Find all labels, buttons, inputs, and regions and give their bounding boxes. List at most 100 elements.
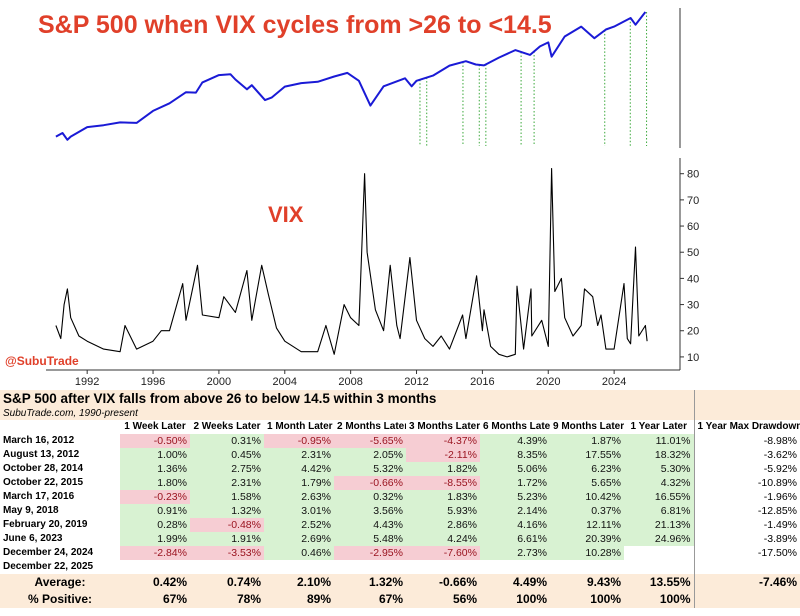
cell: 5.32%	[334, 462, 406, 476]
cell: 0.91%	[120, 504, 190, 518]
column-header: 2 Months Later	[337, 421, 406, 432]
summary-row: % Positive: 67% 78% 89% 67% 56% 100% 100% 100%	[0, 591, 800, 608]
cell: 4.32%	[624, 476, 695, 490]
cell: 1.91%	[190, 532, 264, 546]
y-tick-label: 80	[687, 169, 699, 181]
cell: 1.58%	[190, 490, 264, 504]
x-tick-label: 2016	[470, 376, 494, 388]
cell: -12.85%	[693, 504, 800, 518]
summary-cell: 0.74%	[190, 574, 264, 591]
y-tick-label: 70	[687, 195, 699, 207]
cell	[624, 546, 694, 560]
row-date: October 28, 2014	[3, 463, 84, 474]
cell: 6.61%	[480, 532, 550, 546]
summary-cell: 2.10%	[264, 574, 334, 591]
summary-cell	[693, 591, 800, 608]
cell: -1.49%	[693, 518, 800, 532]
row-date: August 13, 2012	[3, 449, 80, 460]
cell: -5.92%	[693, 462, 800, 476]
data-row: June 6, 2023 1.99% 1.91% 2.69% 5.48% 4.24% 6.6…	[0, 532, 800, 546]
watermark: @SubuTrade	[5, 354, 79, 368]
cell: 2.73%	[480, 546, 550, 560]
summary-cell: 9.43%	[550, 574, 624, 591]
cell: 2.63%	[264, 490, 334, 504]
x-tick-label: 1996	[141, 376, 165, 388]
cell: -7.60%	[406, 546, 480, 560]
cell: 6.23%	[550, 462, 624, 476]
data-row: February 20, 2019 0.28% -0.48% 2.52% 4.43% 2.…	[0, 518, 800, 532]
cell: 2.52%	[264, 518, 334, 532]
summary-cell: 100%	[624, 591, 695, 608]
column-header: 2 Weeks Later	[193, 421, 261, 432]
row-date: March 17, 2016	[3, 491, 75, 502]
cell: 1.36%	[120, 462, 190, 476]
cell: -8.55%	[406, 476, 480, 490]
cell: 0.32%	[334, 490, 406, 504]
cell: -0.23%	[120, 490, 190, 504]
y-tick-label: 10	[687, 352, 699, 364]
cell: -1.96%	[693, 490, 800, 504]
cell: 4.39%	[480, 434, 550, 448]
cell	[550, 560, 624, 574]
summary-cell: 4.49%	[480, 574, 550, 591]
cell: 0.37%	[550, 504, 624, 518]
summary-cell: 1.32%	[334, 574, 406, 591]
cell	[264, 560, 334, 574]
y-tick-label: 30	[687, 300, 699, 312]
cell: 10.42%	[550, 490, 624, 504]
data-row: December 22, 2025	[0, 560, 800, 574]
cell: 18.32%	[624, 448, 695, 462]
cell: 2.31%	[264, 448, 334, 462]
cell: -2.84%	[120, 546, 190, 560]
x-tick-label: 2012	[404, 376, 428, 388]
row-date: October 22, 2015	[3, 477, 84, 488]
cell: 2.14%	[480, 504, 550, 518]
cell	[334, 560, 406, 574]
cell: 1.00%	[120, 448, 190, 462]
y-tick-label: 40	[687, 273, 699, 285]
summary-cell: 78%	[190, 591, 264, 608]
cell: 1.72%	[480, 476, 550, 490]
data-row: March 17, 2016 -0.23% 1.58% 2.63% 0.32% 1.83%…	[0, 490, 800, 504]
summary-row: Average: 0.42% 0.74% 2.10% 1.32% -0.66% 4.49% 9…	[0, 574, 800, 591]
x-tick-label: 2004	[273, 376, 297, 388]
header-row: 1 Week Later 2 Weeks Later 1 Month Later 2 …	[0, 420, 800, 434]
x-tick-label: 2000	[207, 376, 231, 388]
summary-cell: 67%	[120, 591, 190, 608]
summary-cell: -7.46%	[693, 574, 800, 591]
cell: -2.11%	[406, 448, 480, 462]
x-tick-label: 2008	[338, 376, 362, 388]
y-tick-label: 20	[687, 326, 699, 338]
cell: 1.83%	[406, 490, 480, 504]
cell	[624, 560, 694, 574]
cell: 5.30%	[624, 462, 695, 476]
row-date: May 9, 2018	[3, 505, 59, 516]
charts: 10 20 30 40 50 60 70 80 1992 1996 2000 2004 2008 2012…	[5, 8, 700, 388]
cell: -0.95%	[264, 434, 334, 448]
cell: -17.50%	[693, 546, 800, 560]
cell: 0.45%	[190, 448, 264, 462]
cell: 20.39%	[550, 532, 624, 546]
summary-cell: 67%	[334, 591, 406, 608]
data-line	[55, 11, 647, 141]
data-row: August 13, 2012 1.00% 0.45% 2.31% 2.05% -2.11…	[0, 448, 800, 462]
cell: 4.42%	[264, 462, 334, 476]
column-header: 1 Month Later	[267, 421, 333, 432]
cell	[406, 560, 480, 574]
blank-cell	[0, 420, 120, 434]
cell: 1.82%	[406, 462, 480, 476]
cell: -4.37%	[406, 434, 480, 448]
data-row: October 22, 2015 1.80% 2.31% 1.79% -0.66% -8.…	[0, 476, 800, 490]
vix-label: VIX	[268, 202, 304, 227]
data-row: March 16, 2012 -0.50% 0.31% -0.95% -5.65% -4.…	[0, 434, 800, 448]
cell: 4.43%	[334, 518, 406, 532]
cell: 5.23%	[480, 490, 550, 504]
column-header: 1 Week Later	[124, 421, 186, 432]
data-row: December 24, 2024 -2.84% -3.53% 0.46% -2.95%…	[0, 546, 800, 560]
blank-cell	[693, 390, 800, 408]
title-row: S&P 500 after VIX falls from above 26 to…	[0, 390, 800, 408]
summary-cell: 56%	[406, 591, 480, 608]
cell: 2.86%	[406, 518, 480, 532]
cell: 17.55%	[550, 448, 624, 462]
